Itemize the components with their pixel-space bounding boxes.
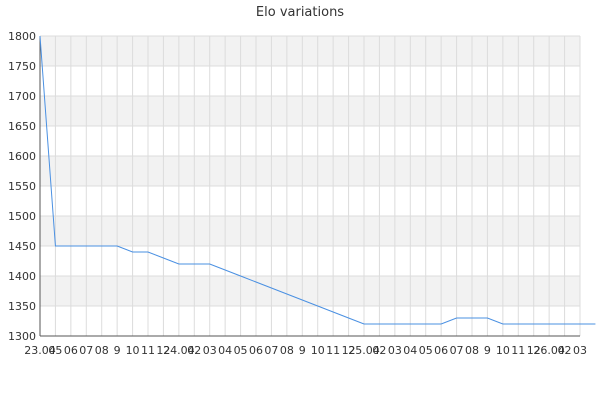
x-tick-label: 05 <box>234 344 248 357</box>
series-lines <box>39 35 596 325</box>
background-band <box>40 126 580 156</box>
x-tick-label: 11 <box>511 344 525 357</box>
background-band <box>40 156 580 186</box>
y-tick-label: 1750 <box>8 60 36 73</box>
background-band <box>40 246 580 276</box>
x-tick-label: 03 <box>388 344 402 357</box>
x-tick-label: 9 <box>299 344 306 357</box>
axes <box>39 36 580 337</box>
y-tick-label: 1700 <box>8 90 36 103</box>
x-tick-label: 02 <box>558 344 572 357</box>
x-tick-label: 06 <box>249 344 263 357</box>
x-tick-label: 23.04 <box>24 344 56 357</box>
chart-title: Elo variations <box>256 5 344 20</box>
x-tick-label: 10 <box>311 344 325 357</box>
x-tick-label: 12 <box>156 344 170 357</box>
background-band <box>40 216 580 246</box>
x-tick-label: 07 <box>79 344 93 357</box>
x-tick-label: 08 <box>280 344 294 357</box>
x-tick-label: 07 <box>450 344 464 357</box>
y-tick-label: 1550 <box>8 180 36 193</box>
background-band <box>40 36 580 66</box>
x-tick-label: 12 <box>342 344 356 357</box>
background-band <box>40 96 580 126</box>
y-tick-label: 1450 <box>8 240 36 253</box>
y-tick-label: 1650 <box>8 120 36 133</box>
x-tick-label: 05 <box>48 344 62 357</box>
x-tick-label: 04 <box>218 344 232 357</box>
x-tick-label: 08 <box>465 344 479 357</box>
y-tick-label: 1350 <box>8 300 36 313</box>
y-tick-label: 1800 <box>8 30 36 43</box>
y-tick-label: 1400 <box>8 270 36 283</box>
x-tick-label: 9 <box>114 344 121 357</box>
x-tick-label: 02 <box>372 344 386 357</box>
x-tick-label: 10 <box>126 344 140 357</box>
x-tick-label: 03 <box>573 344 587 357</box>
x-tick-label: 05 <box>419 344 433 357</box>
y-tick-label: 1500 <box>8 210 36 223</box>
x-tick-label: 06 <box>64 344 78 357</box>
x-tick-label: 26.04 <box>533 344 565 357</box>
y-tick-label: 1300 <box>8 330 36 343</box>
background-bands <box>40 36 580 336</box>
x-tick-label: 02 <box>187 344 201 357</box>
background-band <box>40 186 580 216</box>
y-tick-label: 1600 <box>8 150 36 163</box>
x-tick-label: 11 <box>141 344 155 357</box>
x-tick-label: 10 <box>496 344 510 357</box>
background-band <box>40 66 580 96</box>
x-tick-label: 9 <box>484 344 491 357</box>
elo-line <box>39 35 596 325</box>
background-band <box>40 306 580 336</box>
x-tick-label: 08 <box>95 344 109 357</box>
x-tick-label: 11 <box>326 344 340 357</box>
x-tick-label: 07 <box>264 344 278 357</box>
y-tick-labels: 1300 1350 1400 1450 1500 1550 1600 1650 1700 1750… <box>8 30 36 343</box>
x-tick-label: 06 <box>434 344 448 357</box>
x-tick-label: 12 <box>527 344 541 357</box>
x-tick-label: 04 <box>403 344 417 357</box>
x-tick-label: 24.04 <box>163 344 195 357</box>
x-tick-label: 25.04 <box>348 344 380 357</box>
background-band <box>40 276 580 306</box>
x-tick-label: 03 <box>203 344 217 357</box>
